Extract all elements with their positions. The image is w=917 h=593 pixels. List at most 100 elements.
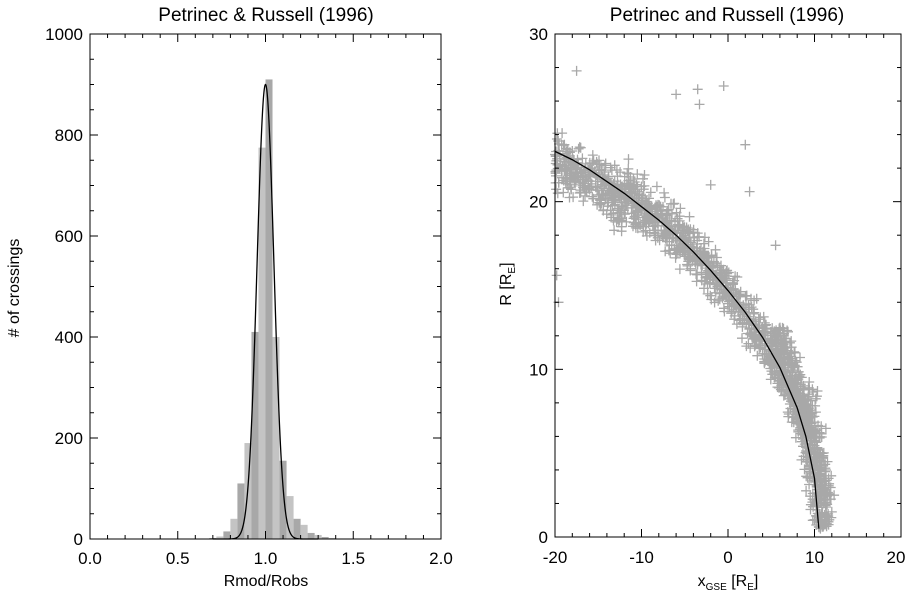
y-tick-label: 20 — [529, 193, 548, 212]
crossing-point — [689, 256, 700, 267]
histogram-bar — [272, 337, 280, 539]
crossing-point — [659, 221, 670, 231]
crossing-point — [566, 172, 577, 183]
crossing-point — [597, 179, 607, 190]
crossing-point — [805, 491, 816, 502]
crossing-point — [568, 192, 579, 203]
histogram-bar — [216, 536, 224, 539]
crossing-point — [704, 277, 715, 288]
crossing-point — [812, 498, 823, 509]
crossing-point — [737, 321, 748, 332]
crossing-point — [612, 214, 623, 225]
crossing-point — [668, 233, 679, 244]
crossing-point — [807, 400, 818, 411]
crossing-point — [699, 254, 710, 265]
crossing-point — [580, 180, 591, 191]
crossing-point — [713, 295, 724, 306]
crossing-point — [599, 160, 610, 171]
histogram-title: Petrinec & Russell (1996) — [158, 5, 373, 26]
crossing-point — [744, 324, 755, 335]
crossing-point — [780, 337, 791, 348]
x-tick-label: 1.0 — [254, 549, 278, 568]
crossing-point — [674, 215, 685, 226]
scatter-ticks — [554, 33, 902, 538]
crossing-point — [641, 230, 652, 241]
crossing-point — [551, 270, 562, 281]
crossing-point — [777, 322, 788, 333]
y-tick-label: 400 — [55, 328, 83, 347]
crossing-point — [570, 171, 581, 182]
crossing-point — [672, 213, 683, 224]
crossing-point — [609, 225, 620, 236]
crossing-point — [751, 331, 762, 342]
crossing-point — [694, 99, 705, 110]
crossing-point — [770, 240, 781, 251]
crossing-point — [804, 384, 815, 395]
crossing-point — [659, 192, 670, 203]
crossing-point — [675, 203, 686, 214]
crossing-point — [691, 276, 702, 287]
crossing-point — [644, 209, 655, 220]
crossing-point — [674, 246, 685, 257]
crossing-point — [561, 163, 572, 174]
crossing-point — [596, 198, 607, 209]
crossing-point — [800, 399, 811, 410]
crossing-point — [559, 139, 570, 150]
scatter-x-label-unit: [R — [727, 573, 747, 590]
crossing-point — [630, 184, 641, 195]
crossing-point — [802, 414, 813, 425]
crossing-point — [791, 373, 802, 383]
crossing-point — [816, 479, 827, 490]
crossing-point — [684, 211, 695, 222]
y-tick-label: 800 — [55, 126, 83, 145]
crossing-point — [630, 219, 641, 230]
crossing-point — [824, 488, 835, 499]
crossing-point — [811, 425, 821, 436]
crossing-point — [783, 409, 794, 419]
crossing-point — [778, 390, 789, 401]
y-tick-label: 200 — [55, 429, 83, 448]
scatter-y-label-main: R [R — [498, 274, 515, 306]
crossing-point — [616, 201, 627, 212]
crossing-point — [788, 362, 799, 373]
crossing-point — [612, 171, 623, 182]
crossing-point — [794, 395, 805, 406]
crossing-point — [799, 403, 810, 414]
histogram-bar — [286, 496, 294, 539]
scatter-panel: Petrinec and Russell (1996) -20 -10 0 10 20 … — [498, 5, 905, 593]
crossing-point — [802, 430, 812, 441]
crossing-point — [817, 480, 828, 491]
crossing-point — [651, 181, 662, 192]
crossing-point — [609, 195, 620, 206]
crossing-point — [637, 190, 648, 201]
y-tick-label: 0 — [74, 530, 83, 549]
crossing-point — [654, 235, 665, 246]
histogram-x-axis-label: Rmod/Robs — [224, 573, 308, 590]
y-tick-label: 10 — [529, 360, 548, 379]
histogram-bar — [328, 537, 336, 539]
histogram-y-tick-labels: 0 200 400 600 800 1000 — [45, 25, 83, 549]
crossing-point — [790, 386, 801, 397]
crossing-point — [818, 473, 829, 484]
crossing-point — [703, 236, 714, 247]
crossing-point — [765, 374, 776, 385]
histogram-bar — [307, 532, 315, 539]
crossing-point — [666, 198, 676, 209]
crossing-point — [564, 170, 575, 181]
crossing-point — [729, 314, 740, 325]
crossing-point — [702, 288, 713, 299]
crossing-point — [666, 240, 677, 251]
histogram-bar — [251, 331, 259, 539]
crossing-point — [814, 433, 825, 443]
crossing-point — [783, 326, 793, 337]
crossing-point — [825, 482, 836, 493]
crossing-point — [663, 204, 674, 215]
crossing-point — [712, 281, 723, 292]
crossing-point — [749, 307, 760, 318]
crossing-point — [729, 299, 740, 310]
crossing-point — [638, 173, 648, 184]
crossing-point — [811, 510, 821, 521]
scatter-x-axis-label: xGSE [RE] — [698, 573, 759, 593]
crossing-point — [813, 447, 823, 458]
scatter-points — [550, 65, 840, 534]
